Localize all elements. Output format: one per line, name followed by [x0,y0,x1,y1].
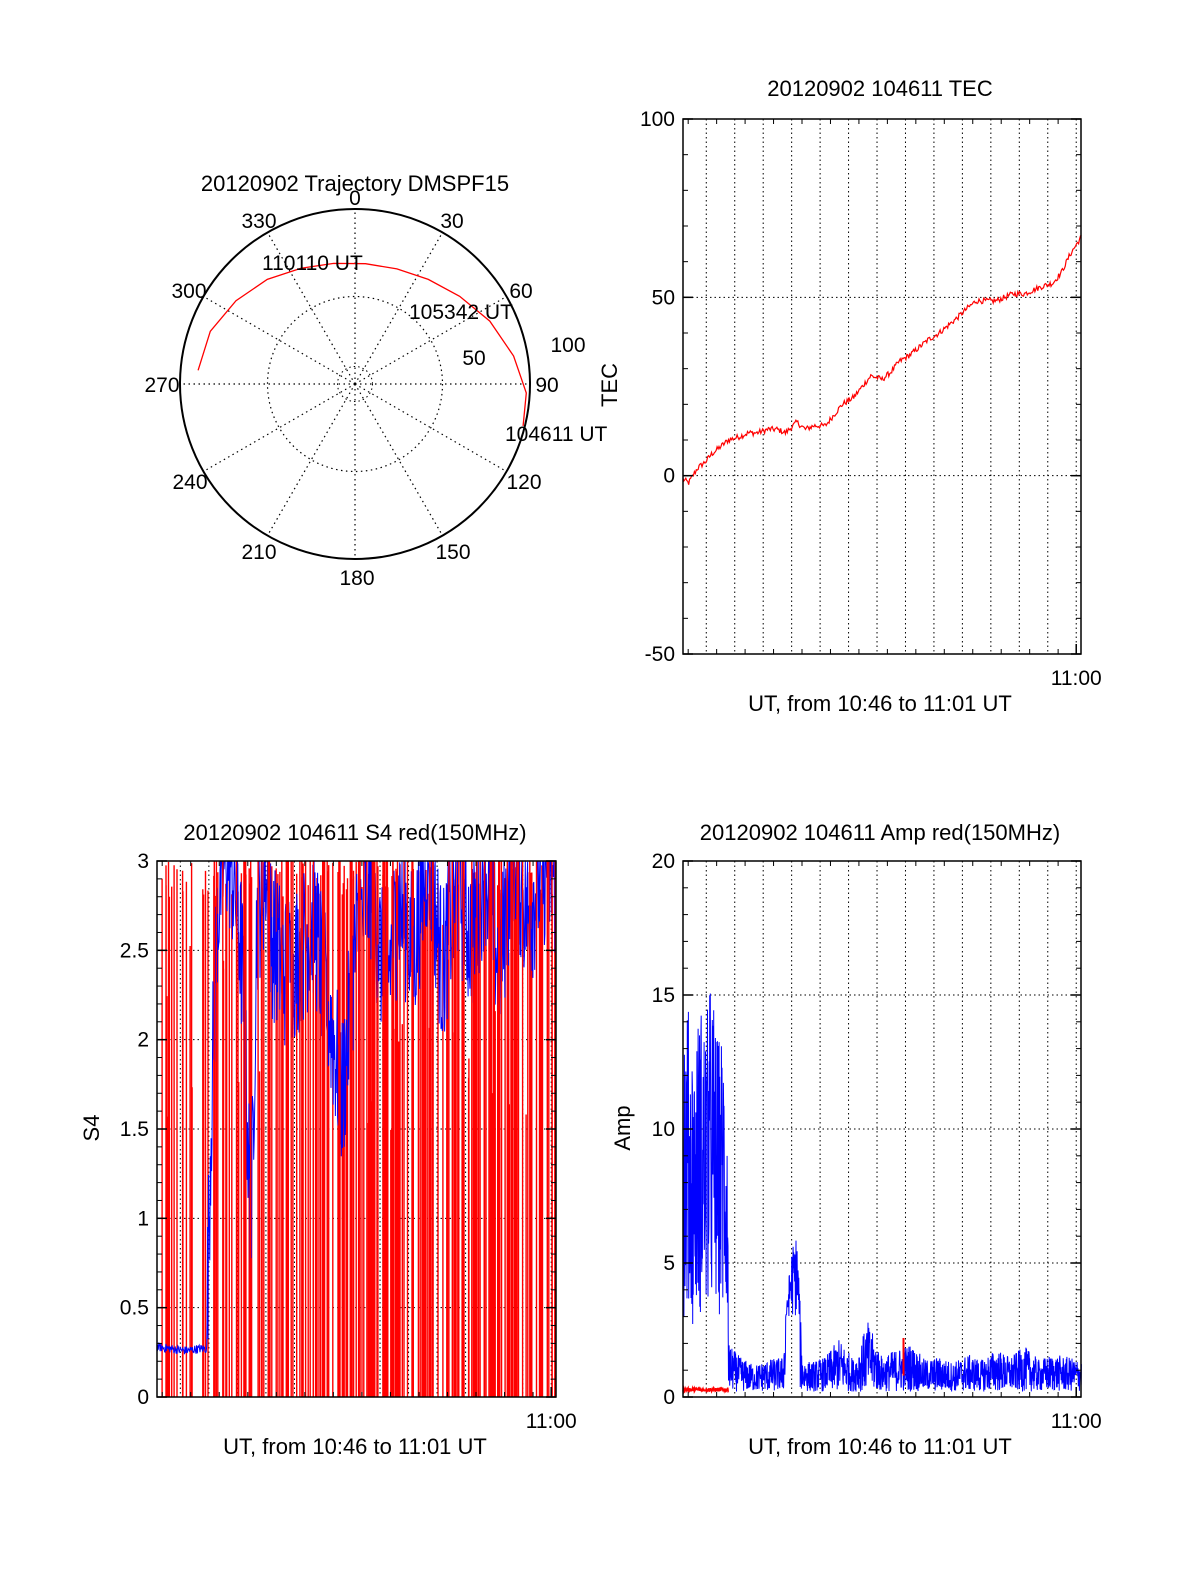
trajectory-title: 20120902 Trajectory DMSPF15 [201,171,509,196]
amp-title: 20120902 104611 Amp red(150MHz) [700,820,1060,845]
azimuth-label-240: 240 [172,471,207,494]
y-tick-label: 15 [652,984,675,1007]
x-tick-label: 11:00 [1051,1410,1102,1433]
tec-series-line [682,234,1082,485]
polar-plot: 0 30 60 90 120 150 180 210 240 270 300 330 50 100 1101… [144,187,607,590]
tec-plot: -50 0 50 100 11:00 [640,108,1102,690]
tec-ylabel: TEC [597,363,622,407]
x-tick-label: 11:00 [1051,667,1102,690]
azimuth-label-330: 330 [241,210,276,233]
radial-label-50: 50 [462,347,485,370]
y-tick-label: 1 [137,1207,149,1230]
azimuth-label-60: 60 [509,280,532,303]
amp-red-series [682,1385,729,1395]
tec-title: 20120902 104611 TEC [767,76,993,101]
polar-ring [337,366,373,402]
s4-panel: 20120902 104611 S4 red(150MHz) 0 0.5 1 1.5 2… [79,820,577,1459]
y-tick-label: 2.5 [120,939,149,962]
s4-title: 20120902 104611 S4 red(150MHz) [183,820,526,845]
y-tick-label: 20 [652,850,675,873]
y-tick-label: 100 [640,108,675,131]
azimuth-label-180: 180 [339,567,374,590]
azimuth-label-120: 120 [506,471,541,494]
azimuth-label-90: 90 [535,374,558,397]
s4-plot: 0 0.5 1 1.5 2 2.5 3 11:00 [120,850,577,1433]
y-tick-label: 10 [652,1118,675,1141]
y-tick-label: 0 [137,1386,149,1409]
azimuth-label-0: 0 [349,187,361,210]
y-tick-label: 50 [652,286,675,309]
azimuth-label-30: 30 [440,210,463,233]
azimuth-label-150: 150 [435,541,470,564]
s4-blue-series [157,861,556,1355]
s4-red-overlay [213,861,556,1397]
y-tick-label: 0 [663,465,675,488]
y-tick-label: 3 [137,850,149,873]
amp-ylabel: Amp [610,1105,635,1150]
amp-blue-series [682,993,1082,1392]
tec-panel: 20120902 104611 TEC -50 0 50 100 11:00 UT, f… [597,76,1102,716]
tec-xlabel: UT, from 10:46 to 11:01 UT [748,691,1012,716]
y-tick-label: 5 [663,1252,675,1275]
polar-ring [266,295,444,473]
polar-spoke [354,383,507,473]
s4-xlabel: UT, from 10:46 to 11:01 UT [223,1434,487,1459]
polar-outer-circle [179,208,531,560]
y-tick-label: -50 [645,643,675,666]
amp-panel: 20120902 104611 Amp red(150MHz) 0 5 10 15 20… [610,820,1102,1459]
polar-spoke [354,232,444,385]
polar-spoke [203,383,356,473]
trajectory-track [197,262,527,426]
y-tick-label: 1.5 [120,1118,149,1141]
x-tick-label: 11:00 [526,1410,577,1433]
s4-red-series [157,861,556,1397]
amp-plot: 0 5 10 15 20 11:00 [652,850,1102,1433]
trajectory-annotation: 105342 UT [409,301,513,324]
trajectory-annotation: 110110 UT [262,252,363,275]
polar-spoke [266,232,356,385]
y-tick-label: 2 [137,1029,149,1052]
y-tick-label: 0 [663,1386,675,1409]
y-tick-label: 0.5 [120,1297,149,1320]
polar-spoke [354,383,444,536]
amp-xlabel: UT, from 10:46 to 11:01 UT [748,1434,1012,1459]
s4-red-spikes [161,861,556,1397]
azimuth-label-300: 300 [171,280,206,303]
trajectory-annotation: 104611 UT [505,423,608,446]
radial-label-100: 100 [550,334,585,357]
plot-frame [682,118,1082,655]
azimuth-label-270: 270 [144,374,179,397]
s4-ylabel: S4 [79,1115,104,1142]
polar-spoke [203,295,356,385]
polar-spoke [354,295,507,385]
polar-spoke [266,383,356,536]
trajectory-panel: 20120902 Trajectory DMSPF15 0 30 60 90 120 15… [144,171,607,590]
azimuth-label-210: 210 [241,541,276,564]
